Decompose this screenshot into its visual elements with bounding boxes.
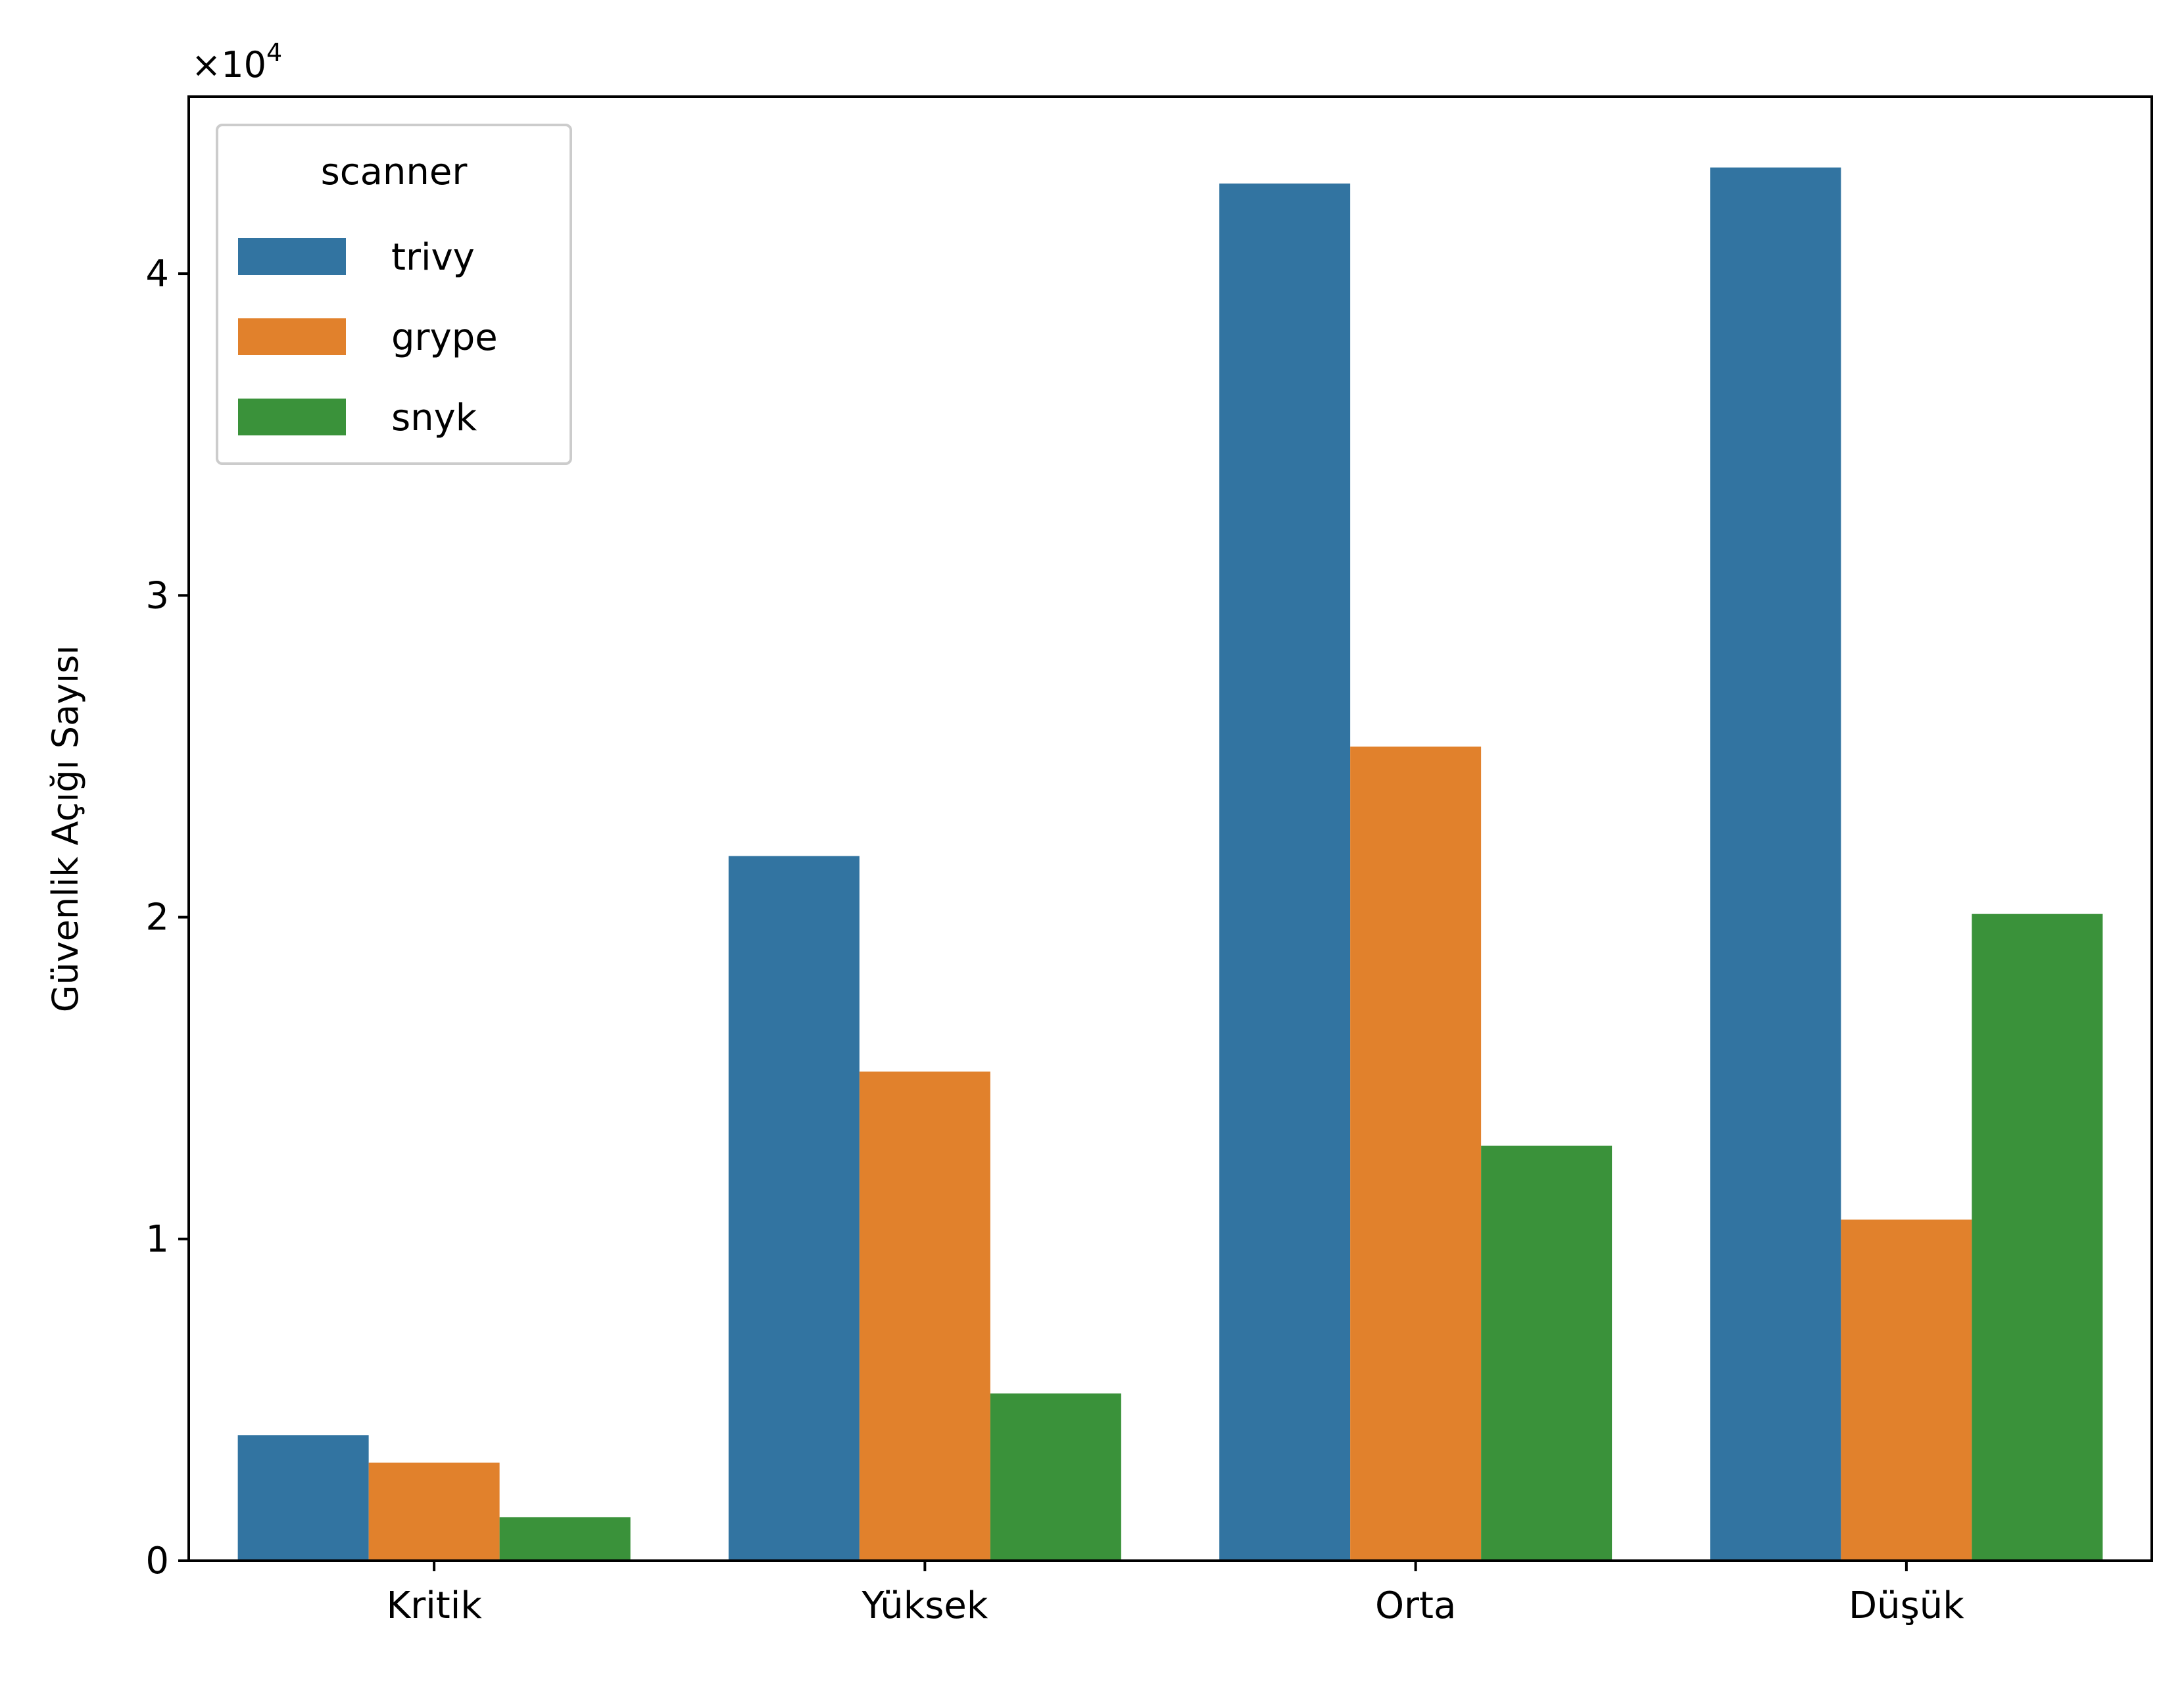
bar-grype-3: [1841, 1219, 1972, 1561]
bar-snyk-2: [1481, 1145, 1613, 1561]
y-offset-exponent: 4: [266, 38, 282, 67]
legend-items: trivy grype snyk: [238, 236, 498, 439]
x-axis: Kritik Yüksek Orta Düşük: [387, 1561, 1964, 1627]
y-tick-label: 1: [145, 1218, 169, 1261]
bars-group: [237, 167, 2103, 1561]
y-offset-base: ×10: [191, 44, 266, 86]
legend-swatch-trivy: [238, 238, 346, 275]
bar-trivy-1: [728, 856, 860, 1561]
bar-grype-2: [1350, 746, 1482, 1561]
legend-label-grype: grype: [391, 316, 498, 359]
legend-title: scanner: [321, 151, 468, 193]
x-tick-label: Kritik: [387, 1584, 483, 1627]
legend-swatch-snyk: [238, 399, 346, 435]
legend-box: [216, 124, 572, 465]
x-tick-label: Yüksek: [861, 1584, 988, 1627]
bar-snyk-1: [990, 1393, 1121, 1561]
y-tick-label: 4: [145, 253, 169, 295]
legend-label-trivy: trivy: [391, 236, 475, 279]
y-axis-offset-label: ×104: [191, 38, 282, 86]
legend-swatch-grype: [238, 318, 346, 355]
y-tick-label: 3: [145, 574, 169, 617]
x-tick-label: Düşük: [1849, 1584, 1964, 1627]
bar-snyk-3: [1972, 914, 2103, 1561]
y-tick-label: 2: [145, 896, 169, 939]
legend: scanner trivy grype snyk: [216, 124, 572, 465]
y-tick-label: 0: [145, 1540, 169, 1582]
bar-trivy-0: [237, 1435, 369, 1561]
y-axis-label: Güvenlik Açığı Sayısı: [45, 645, 86, 1013]
bar-trivy-3: [1710, 167, 1841, 1561]
y-axis: 0 1 2 3 4: [145, 253, 189, 1582]
x-tick-label: Orta: [1375, 1584, 1456, 1627]
bar-snyk-0: [499, 1517, 631, 1561]
plot-frame: [187, 95, 2153, 1562]
legend-label-snyk: snyk: [391, 397, 477, 439]
bar-grype-0: [368, 1462, 500, 1561]
bar-trivy-2: [1219, 183, 1351, 1561]
bar-grype-1: [859, 1071, 990, 1561]
